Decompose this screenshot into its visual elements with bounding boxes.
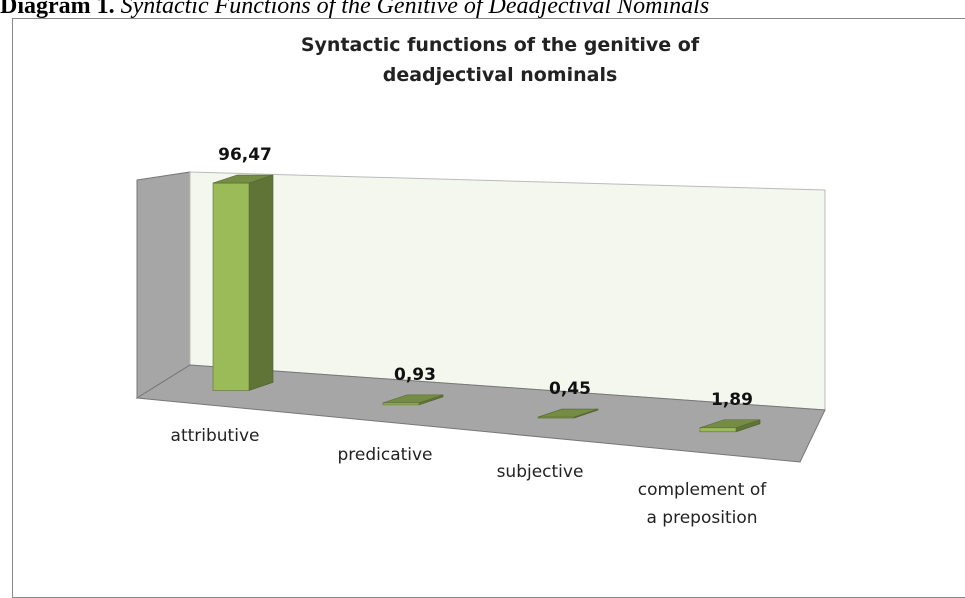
bar-top xyxy=(699,419,761,429)
chart xyxy=(135,171,826,463)
x-tick-label: complement of a preposition xyxy=(637,479,767,528)
bar xyxy=(382,394,444,406)
chart-title: Syntactic functions of the genitive of d… xyxy=(300,34,700,86)
caption-label: Diagram 1. xyxy=(0,0,115,19)
caption-text: Syntactic Functions of the Genitive of D… xyxy=(120,0,710,19)
floor xyxy=(135,364,826,463)
x-tick-label: subjective xyxy=(496,462,584,483)
bar-top xyxy=(212,174,274,184)
data-label: 1,89 xyxy=(711,389,753,410)
bar xyxy=(212,174,274,391)
bar-front xyxy=(699,427,737,433)
x-tick-label: predicative xyxy=(337,444,433,465)
caption: Diagram 1. Syntactic Functions of the Ge… xyxy=(0,0,709,20)
side-wall xyxy=(136,171,191,399)
data-label: 0,45 xyxy=(549,379,591,400)
data-label: 0,93 xyxy=(394,364,436,385)
bar xyxy=(699,419,761,433)
x-tick-label: attributive xyxy=(170,426,260,447)
bar-side xyxy=(248,174,274,391)
bar-front xyxy=(212,182,250,391)
bar xyxy=(537,408,599,419)
data-label: 96,47 xyxy=(218,145,272,165)
bar-top xyxy=(537,408,599,418)
bar-top xyxy=(382,394,444,404)
